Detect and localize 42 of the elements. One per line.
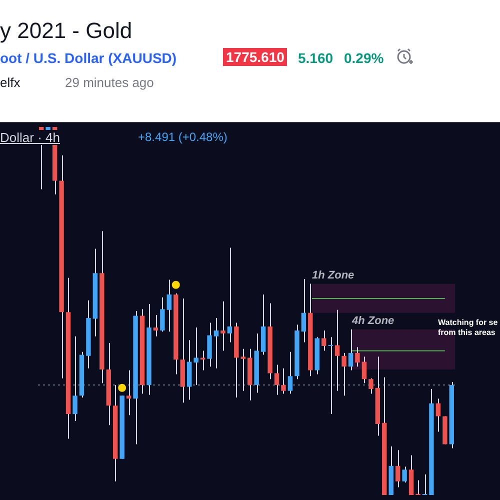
text: 5.160 [298,50,334,66]
text: 1775.610 [223,48,288,66]
candlestick [194,327,198,386]
band-label: 4h Zone [351,314,394,327]
annotation: from this areas [438,328,496,337]
candlestick [214,317,219,369]
candlestick [288,351,293,394]
candlestick [395,450,400,488]
candlestick [274,364,280,396]
candlestick [281,368,286,394]
candlestick [227,247,232,343]
candlestick [355,346,360,368]
candlestick [328,336,333,415]
text: 29 minutes ago [65,75,154,90]
annotation: +8.491 (+0.48%) [138,130,228,144]
candlestick [220,300,226,352]
candlestick [301,278,306,343]
candlestick [362,356,367,384]
candlestick [436,398,441,432]
candlestick [368,378,374,394]
candlestick [126,370,132,416]
chart-subtitle: oot / U.S. Dollar (XAUUSD) [0,50,177,66]
candlestick [402,466,407,483]
candlestick [72,336,78,422]
candlestick [166,279,172,332]
candlestick [160,296,165,332]
candlestick [342,352,346,396]
candlestick [240,348,246,392]
text: 0.29% [344,50,384,66]
annotation: Watching for se [438,318,498,327]
candlestick [422,474,428,496]
candlestick [416,480,420,496]
annotation: Dollar · 4h [0,130,60,145]
text: elfx [0,75,20,90]
candlestick [207,322,212,368]
candlestick [153,314,158,337]
candlestick [334,309,340,392]
candlestick [200,350,206,371]
candlestick [321,330,326,352]
candlestick [348,328,354,371]
band-label: 1h Zone [312,269,354,282]
chart-title: y 2021 - Gold [0,18,132,44]
